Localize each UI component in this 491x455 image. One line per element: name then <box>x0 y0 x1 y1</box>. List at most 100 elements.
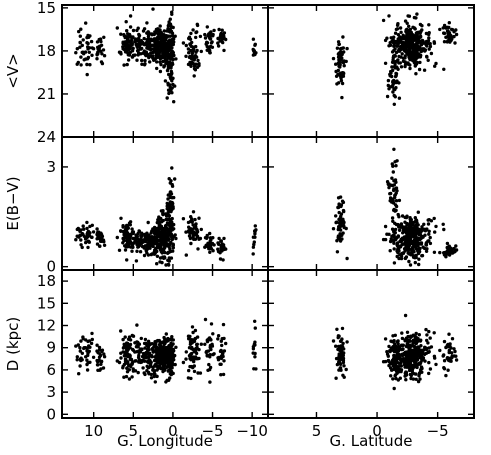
data-point <box>410 368 414 373</box>
data-point <box>189 43 193 47</box>
data-point <box>442 353 446 357</box>
data-point <box>395 360 400 365</box>
data-point <box>161 255 165 259</box>
data-point <box>102 54 107 58</box>
data-point <box>420 253 425 258</box>
data-point <box>442 40 447 44</box>
data-point <box>191 230 196 234</box>
data-point <box>169 240 173 245</box>
data-point <box>151 368 155 372</box>
data-point <box>135 28 139 33</box>
data-point <box>400 225 405 229</box>
data-point <box>194 222 198 226</box>
data-point <box>413 38 417 42</box>
data-point <box>87 35 91 39</box>
data-point <box>151 349 155 353</box>
x-tick-label: 10 <box>84 422 103 440</box>
data-point <box>452 354 456 358</box>
data-point <box>210 45 215 49</box>
x-tick-label: −5 <box>201 422 223 440</box>
data-point <box>85 358 89 362</box>
data-point <box>169 57 173 61</box>
data-point <box>341 341 345 346</box>
data-point <box>166 338 170 343</box>
data-point <box>209 237 213 241</box>
data-point <box>211 332 215 336</box>
data-point <box>157 44 161 48</box>
data-point <box>389 183 393 187</box>
data-point <box>209 322 214 326</box>
data-point <box>337 356 341 361</box>
data-point <box>334 69 338 74</box>
data-point <box>181 41 186 45</box>
data-point <box>166 83 170 87</box>
data-point <box>339 75 343 80</box>
data-point <box>130 49 135 53</box>
data-point <box>162 362 166 366</box>
data-point <box>442 339 447 344</box>
data-point <box>190 325 195 329</box>
data-point <box>406 61 410 65</box>
data-point <box>191 234 195 238</box>
data-point <box>74 344 78 348</box>
data-point <box>198 371 203 375</box>
data-point <box>75 358 79 362</box>
data-point <box>428 367 433 371</box>
data-point <box>408 361 413 365</box>
data-point <box>189 31 193 36</box>
data-point <box>84 21 88 25</box>
data-point <box>124 225 128 229</box>
data-point <box>449 359 453 363</box>
data-point <box>252 367 256 371</box>
data-point <box>169 179 173 183</box>
data-point <box>167 378 171 382</box>
data-point <box>167 91 171 96</box>
data-point <box>89 39 94 44</box>
data-point <box>442 31 447 36</box>
data-point <box>159 37 163 41</box>
data-point <box>136 53 140 57</box>
data-point <box>416 39 420 44</box>
data-point <box>96 50 100 54</box>
data-point <box>403 374 407 378</box>
data-point <box>216 337 220 341</box>
data-point <box>172 100 176 104</box>
data-point <box>102 35 106 39</box>
data-point <box>405 344 410 348</box>
data-point <box>82 346 86 350</box>
data-point <box>414 357 419 361</box>
data-point <box>427 23 431 27</box>
data-point <box>128 363 132 367</box>
data-point <box>97 234 101 238</box>
data-point <box>167 256 171 260</box>
data-point <box>169 372 173 377</box>
data-point <box>78 34 83 38</box>
data-point <box>125 366 129 370</box>
data-point <box>170 207 174 211</box>
y-axis-labels: 15 18 21 24 <V> 0 3 E(B−V) 0 3 6 9 12 15 18 D (kpc) <box>4 0 56 423</box>
data-point <box>433 356 437 360</box>
data-point <box>74 51 78 55</box>
data-point <box>447 350 451 355</box>
data-point <box>136 48 140 52</box>
data-point <box>342 223 346 228</box>
data-point <box>427 47 431 51</box>
data-point <box>389 374 393 378</box>
data-point <box>154 246 158 250</box>
data-point <box>414 331 418 336</box>
data-point <box>392 48 396 53</box>
data-point <box>136 370 140 375</box>
data-point <box>391 197 395 201</box>
data-point <box>191 210 196 214</box>
data-point <box>101 366 106 370</box>
data-point <box>393 362 397 366</box>
data-point <box>339 71 343 75</box>
data-point <box>192 350 196 354</box>
data-point <box>189 241 193 246</box>
data-point <box>146 236 151 240</box>
data-point <box>155 339 159 343</box>
data-point <box>411 356 415 361</box>
data-point <box>425 338 429 343</box>
data-point <box>119 32 123 36</box>
data-point <box>393 95 397 99</box>
